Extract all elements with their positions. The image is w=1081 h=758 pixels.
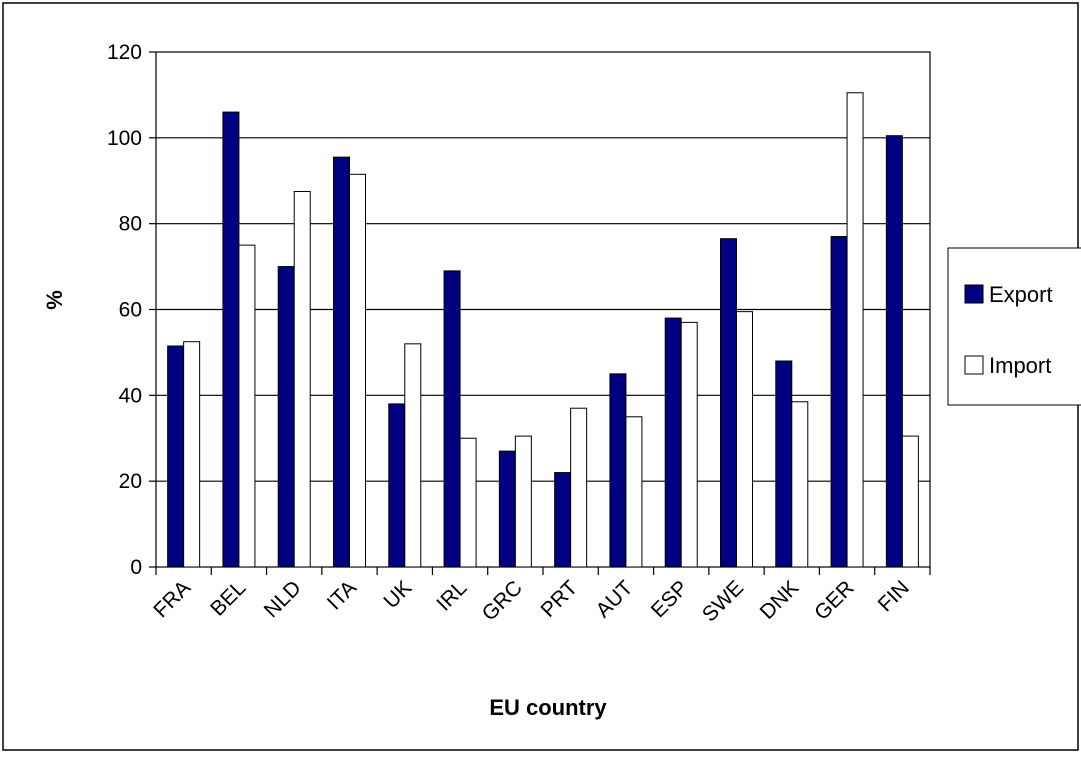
bar-import-aut xyxy=(625,416,643,568)
legend-label-import: Import xyxy=(989,353,1051,378)
bar-export-ger xyxy=(830,236,848,568)
bar-export-grc xyxy=(498,450,516,568)
bar-import-ger xyxy=(846,92,864,568)
bar-export-esp xyxy=(664,317,682,568)
bar-export-ita xyxy=(333,156,350,568)
bar-export-aut xyxy=(609,373,627,568)
bar-import-bel xyxy=(238,244,256,568)
bar-import-swe xyxy=(736,311,753,568)
y-tick-label: 40 xyxy=(119,384,142,407)
bar-export-swe xyxy=(720,238,737,568)
y-axis-title: % xyxy=(42,290,67,310)
bar-export-prt xyxy=(554,472,572,568)
y-tick-label: 60 xyxy=(119,299,142,322)
bar-export-fin xyxy=(885,135,903,568)
bar-import-fra xyxy=(183,341,201,568)
y-tick-label: 20 xyxy=(119,470,142,493)
legend-swatch-export xyxy=(964,284,984,304)
bar-import-uk xyxy=(404,343,422,568)
bar-import-grc xyxy=(514,435,532,568)
bar-export-dnk xyxy=(775,360,793,568)
bar-import-fin xyxy=(901,435,919,568)
bar-export-irl xyxy=(443,270,461,568)
x-axis-title: EU country xyxy=(489,695,607,720)
bar-import-ita xyxy=(349,173,366,568)
legend-label-export: Export xyxy=(989,282,1053,307)
bar-export-fra xyxy=(167,345,185,568)
y-tick-label: 100 xyxy=(107,127,142,150)
y-tick-label: 0 xyxy=(130,556,142,579)
legend-swatch-import xyxy=(964,355,984,375)
bar-export-nld xyxy=(277,266,295,568)
bar-export-uk xyxy=(388,403,406,568)
bar-import-dnk xyxy=(791,401,809,568)
bar-import-prt xyxy=(570,407,588,568)
bar-export-bel xyxy=(222,111,240,568)
bar-import-nld xyxy=(293,190,311,568)
y-tick-label: 80 xyxy=(119,213,142,236)
legend-box xyxy=(947,247,1081,406)
bar-import-irl xyxy=(459,437,477,568)
bars xyxy=(167,92,919,568)
legend: Export Import xyxy=(947,247,1081,406)
y-tick-label: 120 xyxy=(107,41,142,64)
bar-import-esp xyxy=(680,321,698,568)
